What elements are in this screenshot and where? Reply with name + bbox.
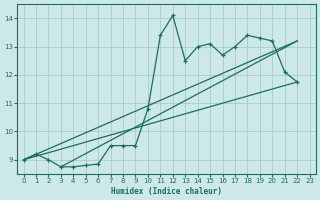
X-axis label: Humidex (Indice chaleur): Humidex (Indice chaleur)	[111, 187, 222, 196]
